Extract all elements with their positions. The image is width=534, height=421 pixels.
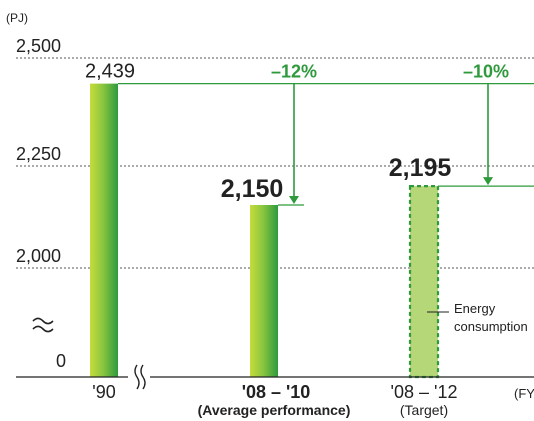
data-label-fy08-12: 2,195 xyxy=(389,154,452,182)
x-subtick-fy08-12: (Target) xyxy=(400,402,448,418)
bar-fy90 xyxy=(90,83,118,378)
legend-label-line1: Energy xyxy=(454,301,496,316)
legend-label-line2: consumption xyxy=(454,319,528,334)
bar-fy08-10 xyxy=(250,205,278,377)
y-tick-2250: 2,250 xyxy=(16,144,61,164)
x-tick-fy90: '90 xyxy=(92,382,115,402)
x-subtick-fy08-10: (Average performance) xyxy=(198,402,351,418)
y-tick-2500: 2,500 xyxy=(16,36,61,56)
data-label-fy08-10: 2,150 xyxy=(221,175,284,203)
reduction-label-08-10: –12% xyxy=(271,62,317,82)
bar-fy08-12 xyxy=(408,185,440,379)
y-axis-break-icon xyxy=(32,317,54,333)
y-axis-unit: (PJ) xyxy=(6,11,28,25)
x-tick-fy08-10: '08 – '10 xyxy=(242,382,311,402)
y-tick-0: 0 xyxy=(56,351,66,371)
reduction-arrow-head-1 xyxy=(289,196,299,204)
data-label-fy90: 2,439 xyxy=(85,61,135,83)
bars xyxy=(90,83,440,379)
x-tick-fy08-12: '08 – '12 xyxy=(391,382,458,402)
annotations xyxy=(118,82,534,206)
y-tick-2000: 2,000 xyxy=(16,246,61,266)
reduction-label-08-12: –10% xyxy=(463,62,509,82)
reduction-arrow-head-2 xyxy=(483,177,493,186)
x-axis-unit: (FY) xyxy=(514,386,534,401)
x-axis-break-icon xyxy=(134,364,146,390)
